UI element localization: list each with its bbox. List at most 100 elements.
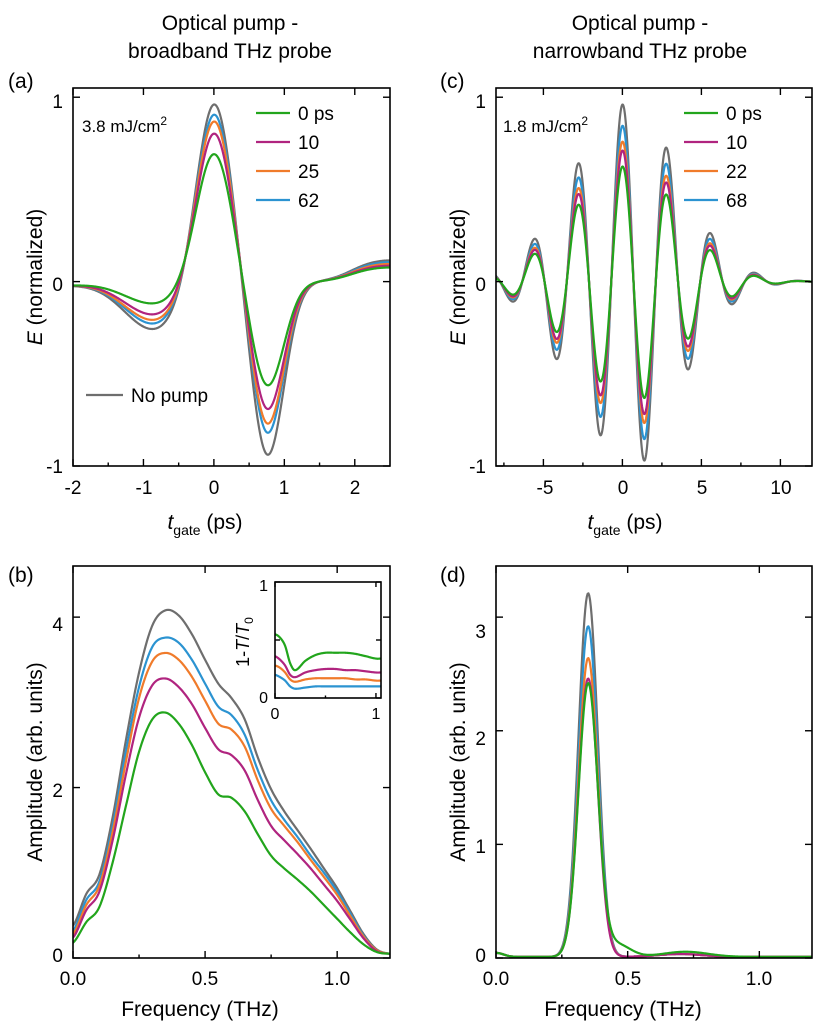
panel-b-xlabel: Frequency (THz) xyxy=(121,998,279,1021)
panel-b-xtick-label: 0.5 xyxy=(192,969,218,990)
legend-label-22: 22 xyxy=(726,162,747,183)
panel-c-ytick-label: 1 xyxy=(475,92,486,113)
panel-a-ticks xyxy=(72,88,390,467)
waveform-gray xyxy=(73,103,390,456)
panel-a: 1 0 -1 -2 -1 0 1 2 tgate (ps) E (normali… xyxy=(24,87,391,538)
panel-c-xlabel: tgate (ps) xyxy=(587,511,662,538)
panel-a-xtick-label: -1 xyxy=(136,478,153,499)
spectrum-gray xyxy=(496,592,812,958)
panel-c-xtick-label: -5 xyxy=(537,478,554,499)
panel-d-ytick-label: 1 xyxy=(475,837,486,858)
spectrum-blue xyxy=(73,636,390,955)
inset-curve-orange xyxy=(275,664,381,683)
legend-label-62: 62 xyxy=(298,191,319,212)
spectrum-gray xyxy=(73,608,390,955)
inset-ylabel: 1-T/T0 xyxy=(233,617,256,667)
panel-b-curves xyxy=(73,608,390,955)
legend-label-no-pump: No pump xyxy=(131,386,208,407)
inset-curve-blue xyxy=(275,673,381,690)
panel-a-ytick-label: 0 xyxy=(52,275,63,296)
panel-c-ticks xyxy=(496,88,812,467)
legend-label-10: 10 xyxy=(726,133,747,154)
panel-b-ylabel: Amplitude (arb. units) xyxy=(24,662,47,862)
panel-label-b: (b) xyxy=(8,564,34,587)
panel-c-ylabel: E (normalized) xyxy=(447,209,470,346)
panel-b-inset: 1 0 0 1 1-T/T0 xyxy=(233,578,382,723)
legend-label-0ps: 0 ps xyxy=(298,104,334,125)
panel-b-xtick-label: 0.0 xyxy=(60,969,86,990)
panel-d-ylabel: Amplitude (arb. units) xyxy=(447,662,470,862)
panel-b-ytick-label: 2 xyxy=(52,781,63,802)
panel-c: 1 0 -1 -5 0 5 10 tgate (ps) E (normalize… xyxy=(447,87,813,538)
legend-label-68: 68 xyxy=(726,191,747,212)
legend-background xyxy=(680,98,808,214)
panel-a-frame xyxy=(72,87,391,467)
spectrum-green xyxy=(496,682,812,958)
inset-ytick-label: 1 xyxy=(259,578,268,595)
panel-a-ytick-label: 1 xyxy=(52,92,63,113)
inset-curve-green xyxy=(275,633,381,672)
panel-d-xlabel: Frequency (THz) xyxy=(544,998,702,1021)
spectrum-blue xyxy=(496,625,812,958)
panel-a-xtick-label: 1 xyxy=(279,478,290,499)
panel-d-ytick-label: 3 xyxy=(475,622,486,643)
inset-curves xyxy=(275,633,381,690)
panel-b-ticks xyxy=(72,566,390,959)
panel-b-ytick-label: 4 xyxy=(52,615,63,636)
panel-d-curves xyxy=(496,592,812,958)
panel-b-frame xyxy=(72,565,391,959)
header-left-line2: broadband THz probe xyxy=(128,40,332,63)
panel-c-ytick-label: -1 xyxy=(469,457,486,478)
inset-ticks xyxy=(274,581,381,699)
panel-c-xtick-label: 0 xyxy=(618,478,629,499)
panel-d: 3 2 1 0 0.0 0.5 1.0 Frequency (THz) Ampl… xyxy=(447,565,813,1021)
waveform-magenta xyxy=(73,132,390,411)
spectrum-orange xyxy=(496,657,812,958)
panel-d-frame xyxy=(495,565,813,959)
panel-d-ticks xyxy=(495,566,812,959)
panel-a-xtick-label: 2 xyxy=(350,478,361,499)
inset-ytick-label: 0 xyxy=(259,690,268,707)
panel-a-xtick-label: -2 xyxy=(65,478,82,499)
spectrum-magenta xyxy=(496,677,812,958)
panel-c-xtick-label: 10 xyxy=(770,478,791,499)
panel-a-xlabel: tgate (ps) xyxy=(167,511,242,538)
spectrum-green xyxy=(73,711,390,955)
inset-curve-magenta xyxy=(275,655,381,679)
panel-label-a: (a) xyxy=(8,70,34,93)
header-left-line1: Optical pump - xyxy=(162,12,299,35)
panel-a-ylabel: E (normalized) xyxy=(24,209,47,346)
panel-label-d: (d) xyxy=(440,564,466,587)
panel-d-xtick-label: 1.0 xyxy=(746,969,772,990)
spectrum-orange xyxy=(73,651,390,955)
panel-c-fluence: 1.8 mJ/cm2 xyxy=(503,114,588,136)
panel-d-ytick-label: 0 xyxy=(475,946,486,967)
panel-a-legend: 0 ps 10 25 62 xyxy=(256,104,334,212)
panel-d-xtick-label: 0.0 xyxy=(483,969,509,990)
panel-a-fluence: 3.8 mJ/cm2 xyxy=(82,114,167,136)
waveform-green xyxy=(73,153,390,387)
panel-c-curves xyxy=(496,103,812,462)
inset-xtick-label: 1 xyxy=(372,706,381,723)
panel-label-c: (c) xyxy=(440,70,465,93)
legend-label-25: 25 xyxy=(298,162,319,183)
legend-label-0ps: 0 ps xyxy=(726,104,762,125)
panel-a-curves xyxy=(73,103,390,456)
panel-c-xtick-label: 5 xyxy=(697,478,708,499)
spectrum-magenta xyxy=(73,677,390,955)
legend-label-10: 10 xyxy=(298,133,319,154)
panel-a-ytick-label: -1 xyxy=(46,457,63,478)
panel-d-xtick-label: 0.5 xyxy=(615,969,641,990)
header-right-line2: narrowband THz probe xyxy=(533,40,747,63)
panel-b: 4 2 0 0.0 0.5 1.0 Frequency (THz) Amplit… xyxy=(24,565,391,1021)
panel-c-ytick-label: 0 xyxy=(475,275,486,296)
panel-b-xtick-label: 1.0 xyxy=(324,969,350,990)
inset-xtick-label: 0 xyxy=(271,706,280,723)
panel-a-xtick-label: 0 xyxy=(209,478,220,499)
panel-b-ytick-label: 0 xyxy=(52,946,63,967)
waveform-orange xyxy=(73,120,390,425)
panel-d-ytick-label: 2 xyxy=(475,729,486,750)
panel-c-frame xyxy=(495,87,813,467)
waveform-green xyxy=(496,165,812,400)
